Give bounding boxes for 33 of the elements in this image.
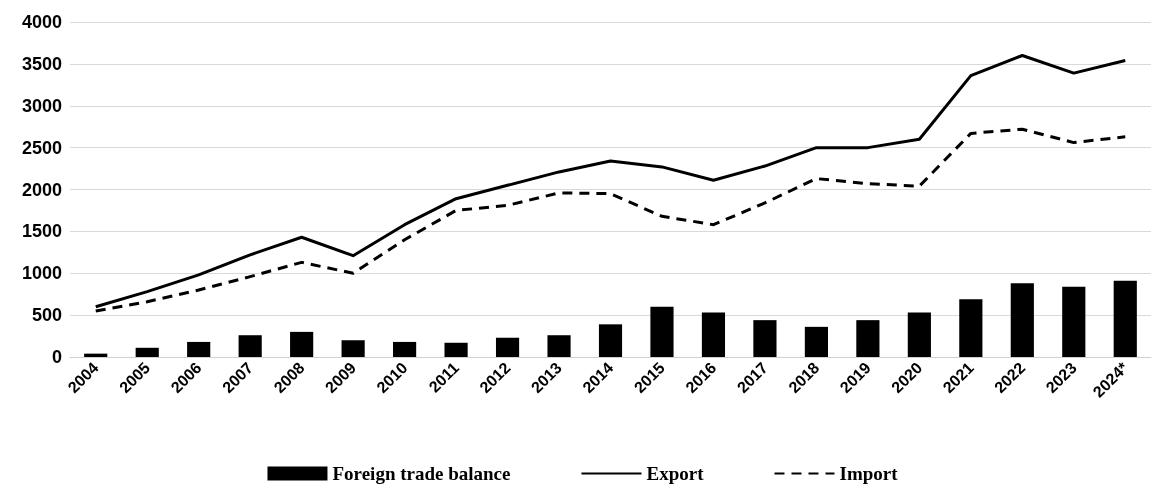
bar: [753, 320, 777, 357]
bar: [238, 335, 262, 357]
bar: [1062, 286, 1086, 357]
y-tick-label: 1000: [21, 263, 62, 284]
y-tick-label: 3500: [21, 53, 62, 74]
legend-label: Import: [839, 463, 899, 484]
bar: [547, 335, 571, 357]
bar: [598, 324, 623, 357]
bar: [290, 331, 314, 357]
legend-label: Foreign trade balance: [332, 463, 511, 484]
bar: [341, 340, 365, 357]
y-tick-label: 3000: [21, 95, 62, 116]
bar: [393, 341, 417, 357]
bar: [1010, 283, 1034, 357]
bar: [804, 326, 828, 357]
bar: [495, 337, 520, 357]
legend-label: Export: [646, 463, 705, 484]
bar: [135, 347, 159, 357]
bar: [907, 312, 931, 357]
y-tick-label: 2500: [21, 137, 62, 158]
bar: [856, 320, 880, 357]
y-tick-label: 0: [51, 347, 62, 367]
bar: [1113, 280, 1137, 357]
bar: [650, 306, 674, 357]
bar: [701, 312, 726, 357]
bar: [187, 341, 211, 357]
y-tick-label: 1500: [21, 221, 62, 242]
y-tick-label: 500: [31, 305, 62, 326]
y-tick-label: 2000: [21, 179, 62, 200]
y-tick-label: 4000: [21, 12, 62, 32]
line-series: [94, 54, 1127, 309]
bar: [959, 299, 983, 357]
bar: [444, 342, 468, 357]
